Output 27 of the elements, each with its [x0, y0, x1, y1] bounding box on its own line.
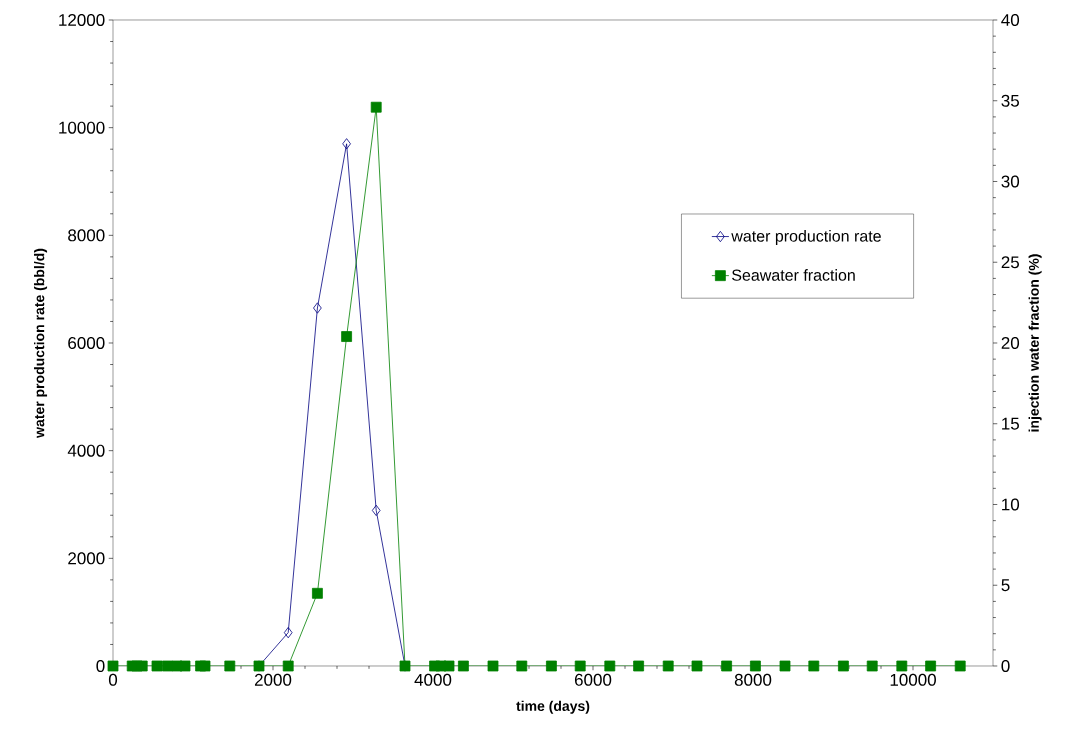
x-tick-label: 2000: [254, 673, 292, 686]
y2-tick-label: 5: [1001, 579, 1010, 592]
y-axis-title: water production rate (bbl/d): [34, 248, 48, 438]
x-tick-label: 10000: [890, 673, 936, 686]
y2-tick-label: 40: [1001, 13, 1020, 27]
x-tick-label: 4000: [414, 673, 452, 686]
legend-label: water production rate: [731, 230, 881, 245]
y-tick-label: 10000: [59, 121, 105, 134]
y2-tick-label: 15: [1002, 417, 1019, 430]
y-tick-label: 6000: [68, 336, 105, 350]
y2-axis-title: injection water fraction (%): [1028, 254, 1042, 432]
y-tick-label: 0: [96, 659, 105, 673]
y2-tick-label: 0: [1001, 659, 1010, 673]
y2-tick-label: 30: [1001, 175, 1020, 188]
x-tick-label: 0: [108, 673, 118, 686]
y-tick-label: 4000: [67, 444, 105, 457]
y-tick-label: 8000: [68, 229, 105, 242]
y2-tick-label: 10: [1002, 498, 1020, 511]
x-tick-label: 8000: [734, 673, 772, 686]
x-tick-label: 6000: [574, 673, 612, 686]
x-axis-title: time (days): [516, 700, 590, 714]
y2-tick-label: 35: [1001, 94, 1019, 107]
y-tick-label: 12000: [59, 13, 105, 27]
y2-tick-label: 25: [1001, 256, 1019, 269]
y2-tick-label: 20: [1001, 336, 1020, 350]
y-tick-label: 2000: [68, 552, 105, 565]
legend-label: Seawater fraction: [732, 269, 855, 281]
